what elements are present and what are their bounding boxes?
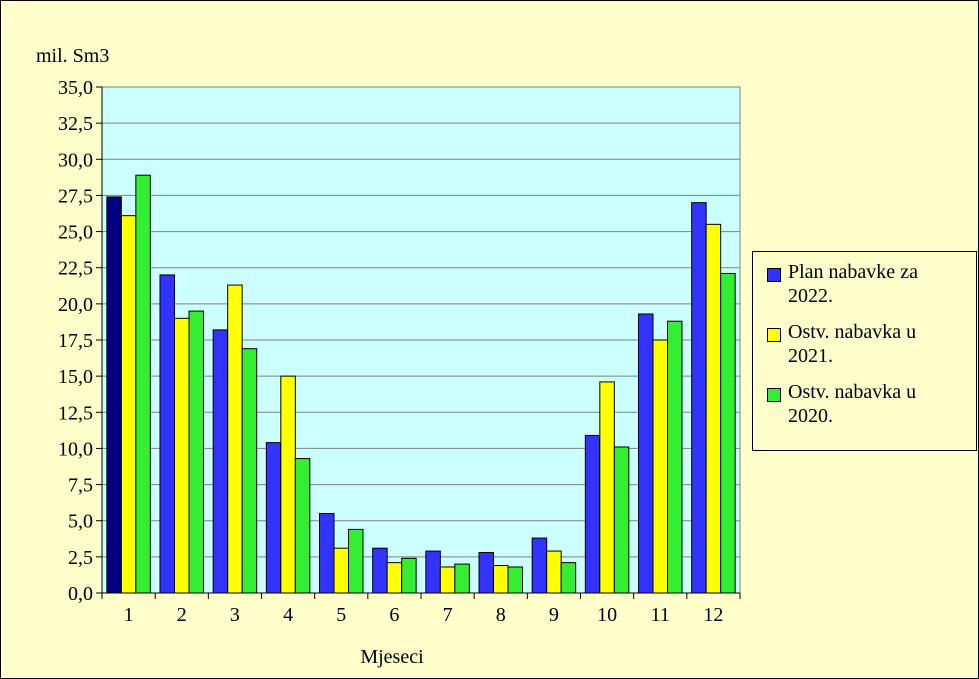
legend-label-line2: 2021. [788,345,833,367]
legend-label-line2: 2020. [788,405,833,427]
x-tick-label: 6 [389,604,399,626]
bar-8-series-3 [507,566,523,594]
y-tick-label: 27,5 [58,185,93,207]
bar-7-series-3 [454,563,470,594]
y-tick-label: 22,5 [58,258,93,280]
legend-swatch-ostv-2021 [767,328,781,342]
bar-1-series-1 [106,196,122,594]
bar-6-series-1 [372,547,388,594]
y-tick-labels: 0,0 2,5 5,0 7,5 10,0 12,5 15,0 17,5 20,0 22,5 25,0… [58,77,93,605]
x-tick-labels: 1 2 3 4 5 6 7 8 9 10 11 12 [124,604,724,626]
bar-8-series-1 [478,552,494,594]
bar-12-series-3 [720,272,736,594]
bar-10-series-3 [613,446,630,594]
y-axis-title: mil. Sm3 [36,45,109,67]
y-tick-label: 12,5 [58,402,93,424]
bar-5-series-1 [319,512,335,594]
x-tick-label: 3 [230,604,240,626]
bar-6-series-2 [386,562,403,594]
bar-9-series-3 [560,562,577,594]
bar-4-series-2 [280,375,296,594]
x-tick-label: 1 [124,604,134,626]
bar-3-series-3 [241,348,258,594]
bar-12-series-2 [705,223,722,594]
legend-swatch-plan-2022 [767,268,781,282]
bar-2-series-2 [174,317,190,594]
bar-3-series-2 [227,284,243,594]
y-tick-label: 30,0 [58,149,93,171]
legend-swatch-ostv-2020 [767,388,781,402]
bars [106,174,736,594]
bar-11-series-1 [638,313,654,594]
x-tick-label: 5 [336,604,346,626]
bar-9-series-2 [546,550,562,594]
bar-8-series-2 [493,565,509,594]
bar-10-series-1 [584,434,601,594]
axes [96,86,741,599]
x-tick-label: 7 [443,604,453,626]
bar-4-series-3 [294,458,311,594]
bar-5-series-3 [348,528,364,594]
y-tick-label: 35,0 [58,77,93,99]
y-tick-label: 25,0 [58,222,93,244]
bar-10-series-2 [599,381,615,594]
x-tick-label: 4 [283,604,293,626]
legend-label-line1: Plan nabavke za [788,261,918,283]
y-tick-label: 10,0 [58,438,93,460]
bar-1-series-2 [120,215,137,594]
x-tick-label: 10 [597,604,617,626]
legend-label-line1: Ostv. nabavka u [788,321,917,343]
x-tick-label: 9 [549,604,559,626]
bar-11-series-2 [652,339,668,594]
x-axis-title: Mjeseci [360,646,424,668]
y-tick-label: 17,5 [58,330,93,352]
y-tick-label: 5,0 [68,511,93,533]
legend: Plan nabavke za 2022. Ostv. nabavka u 2021… [752,251,977,451]
bar-12-series-1 [691,202,707,594]
bar-1-series-3 [135,174,151,594]
bar-2-series-1 [159,274,175,594]
y-tick-label: 32,5 [58,113,93,135]
y-tick-label: 2,5 [68,547,93,569]
x-tick-label: 2 [177,604,187,626]
bar-5-series-2 [333,547,349,594]
bar-3-series-1 [212,329,229,594]
bar-7-series-2 [439,566,456,594]
x-tick-label: 12 [703,604,723,626]
bar-4-series-1 [265,442,282,594]
bar-11-series-3 [667,320,683,594]
bar-6-series-3 [401,557,417,594]
y-tick-label: 15,0 [58,366,93,388]
bar-9-series-1 [531,537,548,594]
bar-2-series-3 [188,310,204,594]
bar-7-series-1 [425,550,441,594]
x-tick-label: 11 [651,604,670,626]
legend-label-line1: Ostv. nabavka u [788,381,917,403]
x-tick-label: 8 [496,604,506,626]
y-tick-label: 20,0 [58,294,93,316]
y-tick-label: 0,0 [68,583,93,605]
y-tick-label: 7,5 [68,475,93,497]
gridlines [102,122,740,558]
legend-label-line2: 2022. [788,285,833,307]
